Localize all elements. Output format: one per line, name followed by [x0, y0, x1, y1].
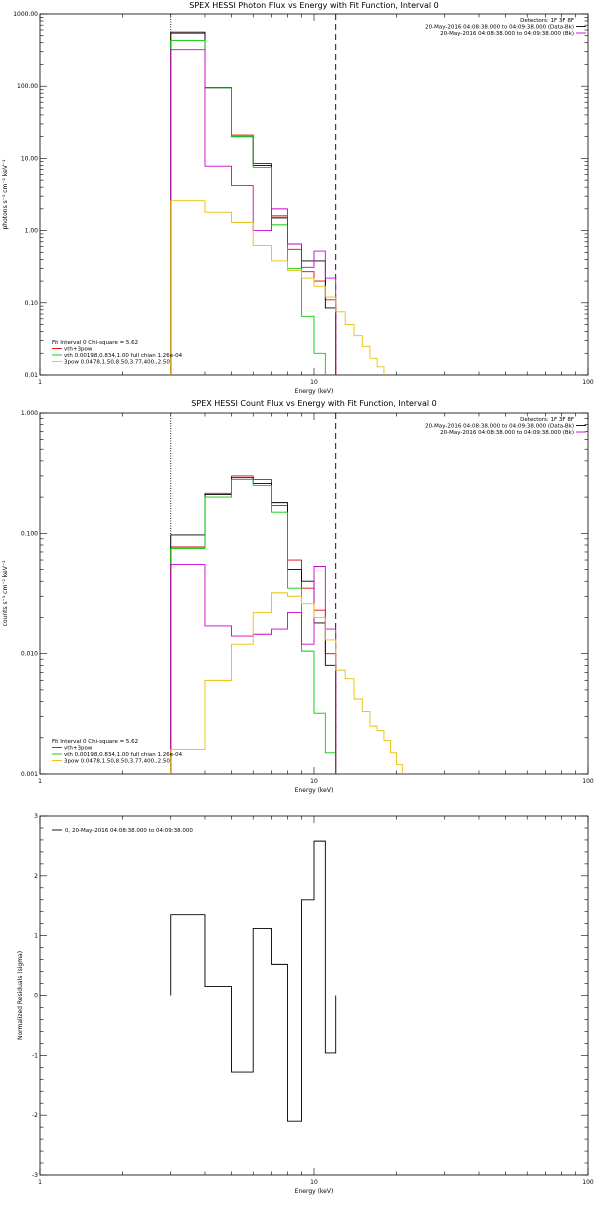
plot-panel-3: 1 10 100 -3 -2 -1 0 1 2 3 Energy (keV) Normalized R…	[17, 813, 594, 1195]
plot-panel-1: SPEX HESSI Photon Flux vs Energy with Fi…	[2, 1, 594, 395]
y-tick-label: -2	[32, 1112, 38, 1119]
series-line-5	[170, 200, 385, 375]
y-tick-label: 0.100	[21, 530, 38, 537]
series-group	[170, 31, 385, 375]
y-tick-label: 2	[34, 873, 38, 880]
series-line-1	[170, 840, 337, 1122]
y-tick-label: 1.00	[25, 228, 39, 235]
legend-entry-1: vth+3pow	[64, 347, 93, 353]
legend-title: Fit Interval 0 Chi-square = 5.62	[52, 739, 138, 745]
series-line-2	[170, 477, 337, 774]
plot-panel-2: SPEX HESSI Count Flux vs Energy with Fit…	[2, 399, 594, 794]
x-tick-label: 10	[310, 778, 318, 785]
y-tick-label: 0.001	[21, 771, 38, 778]
series-line-4	[170, 49, 337, 375]
y-tick-label: 100.00	[17, 83, 38, 90]
y-tick-label: 0.01	[25, 372, 39, 379]
x-tick-label: 10	[310, 1179, 318, 1186]
legend-entry-2: vth 0.00198,0.834,1.00 full chian 1.26e-…	[64, 752, 183, 758]
y-tick-label: -3	[32, 1172, 38, 1179]
info-line-3: 20-May-2016 04:08:38.000 to 04:09:38.000…	[440, 430, 574, 436]
info-line-1: Detectors: 1F 3F 8F	[520, 18, 574, 24]
y-axis-label: photons s⁻¹ cm⁻² keV⁻¹	[2, 159, 9, 230]
y-tick-label: 10.00	[21, 155, 38, 162]
chart-title: SPEX HESSI Count Flux vs Energy with Fit…	[191, 399, 436, 408]
y-tick-label: 1000.00	[13, 11, 38, 18]
x-axis-label: Energy (keV)	[295, 1188, 334, 1195]
legend-entry-3: 3pow 0.0478,1.50,8.50,3.77,400.,2.50	[64, 759, 170, 765]
y-tick-label: 1	[34, 933, 38, 940]
info-line-1: Detectors: 1F 3F 8F	[520, 417, 574, 423]
series-line-3	[170, 479, 337, 774]
x-tick-label: 10	[310, 379, 318, 386]
y-axis-label: Normalized Residuals (sigma)	[17, 951, 24, 1040]
info-line-3: 20-May-2016 04:08:38.000 to 04:09:38.000…	[440, 31, 574, 37]
series-line-5	[170, 592, 403, 774]
y-axis-label: counts s⁻¹ cm⁻² keV⁻¹	[2, 560, 9, 626]
series-group	[170, 840, 337, 1122]
series-line-4	[170, 564, 337, 774]
y-tick-label: 0.010	[21, 651, 38, 658]
legend-title: Fit Interval 0 Chi-square = 5.62	[52, 340, 138, 346]
y-tick-label: 3	[34, 813, 38, 820]
legend-entry-1: vth+3pow	[64, 746, 93, 752]
x-tick-label: 1	[38, 778, 42, 785]
x-tick-label: 100	[582, 1179, 594, 1186]
legend-entry-3: 3pow 0.0478,1.50,8.50,3.77,400.,2.50	[64, 360, 170, 366]
legend-entry-1: 0, 20-May-2016 04:08:38.000 to 04:09:38.…	[65, 828, 193, 834]
x-tick-label: 100	[582, 778, 594, 785]
y-tick-label: -1	[32, 1052, 38, 1059]
x-axis-label: Energy (keV)	[295, 388, 334, 395]
legend-entry-2: vth 0.00198,0.834,1.00 full chian 1.26e-…	[64, 353, 183, 359]
x-tick-label: 100	[582, 379, 594, 386]
y-tick-label: 0.10	[25, 300, 39, 307]
x-axis-label: Energy (keV)	[295, 787, 334, 794]
info-line-2: 20-May-2016 04:08:38.000 to 04:09:38.000…	[425, 424, 574, 430]
y-tick-label: 0	[34, 993, 38, 1000]
info-line-2: 20-May-2016 04:08:38.000 to 04:09:38.000…	[425, 25, 574, 31]
series-line-1	[170, 475, 337, 774]
chart-title: SPEX HESSI Photon Flux vs Energy with Fi…	[189, 1, 439, 10]
series-group	[170, 475, 403, 774]
y-tick-label: 1.000	[21, 410, 38, 417]
x-tick-label: 1	[38, 1179, 42, 1186]
x-tick-label: 1	[38, 379, 42, 386]
